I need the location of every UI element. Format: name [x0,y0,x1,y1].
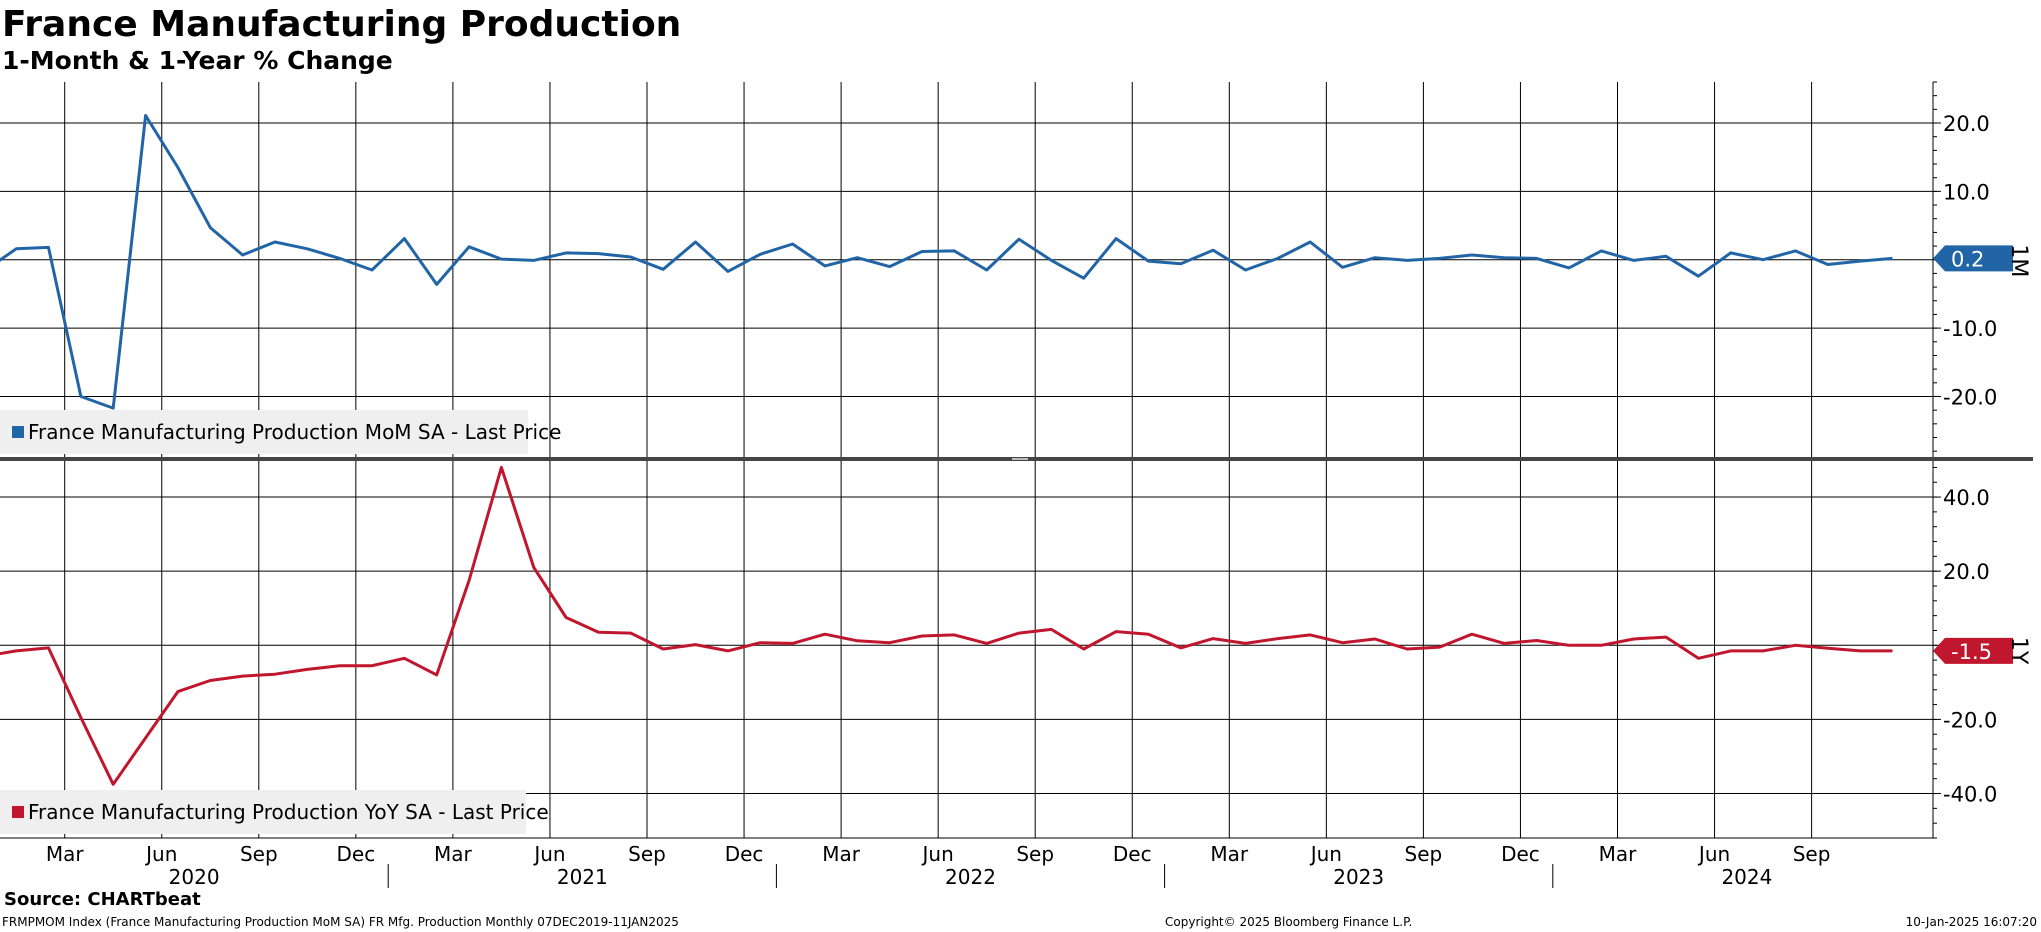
x-tick-label: Jun [1697,842,1730,866]
chart-title: France Manufacturing Production [2,4,682,45]
x-tick-label: Sep [628,842,666,866]
x-tick-label: Sep [240,842,278,866]
x-tick-label: Dec [1501,842,1540,866]
legend-box [0,790,526,834]
yoy-series-line [0,465,1893,786]
x-year-label: 2023 [1333,865,1384,889]
x-tick-label: Mar [1210,842,1249,866]
panel-label: 1Y [2006,637,2031,665]
y-tick-label: -20.0 [1943,385,1997,409]
y-tick-label: 20.0 [1943,112,1990,136]
legend-box [0,410,528,454]
panel-label: 1M [2006,244,2031,277]
x-tick-label: Mar [1599,842,1638,866]
x-tick-label: Mar [46,842,85,866]
legend-label: France Manufacturing Production MoM SA -… [28,420,561,444]
x-year-label: 2021 [557,865,608,889]
x-tick-label: Jun [144,842,177,866]
x-tick-label: Dec [1113,842,1152,866]
y-tick-label: -40.0 [1943,783,1997,807]
footer-copyright: Copyright© 2025 Bloomberg Finance L.P. [1165,915,1413,929]
y-tick-label: -20.0 [1943,708,1997,732]
x-tick-label: Dec [336,842,375,866]
last-value-badge [1933,637,2013,664]
footer-index-info: FRMPMOM Index (France Manufacturing Prod… [2,915,679,929]
legend-label: France Manufacturing Production YoY SA -… [28,800,549,824]
y-tick-label: -10.0 [1943,317,1997,341]
x-tick-label: Sep [1016,842,1054,866]
mom-series-line [0,114,1893,410]
x-tick-label: Jun [532,842,565,866]
y-tick-label: 40.0 [1943,486,1990,510]
x-tick-label: Sep [1405,842,1443,866]
footer-timestamp: 10-Jan-2025 16:07:20 [1905,915,2037,929]
legend-swatch [12,426,24,438]
y-tick-label: 10.0 [1943,180,1990,204]
last-value-label: 0.2 [1951,247,1984,271]
x-tick-label: Jun [1309,842,1342,866]
x-year-label: 2022 [945,865,996,889]
x-tick-label: Sep [1793,842,1831,866]
last-value-label: -1.5 [1951,640,1992,664]
panel-splitter-handle [1012,458,1028,460]
x-tick-label: Dec [725,842,764,866]
x-year-label: 2024 [1721,865,1772,889]
chart-subtitle: 1-Month & 1-Year % Change [2,46,393,75]
x-tick-label: Mar [822,842,861,866]
last-value-badge [1933,245,2013,272]
x-tick-label: Jun [921,842,954,866]
legend-swatch [12,806,24,818]
y-tick-label: 20.0 [1943,560,1990,584]
source-note: Source: CHARTbeat [4,889,201,910]
x-year-label: 2020 [169,865,220,889]
x-tick-label: Mar [434,842,473,866]
